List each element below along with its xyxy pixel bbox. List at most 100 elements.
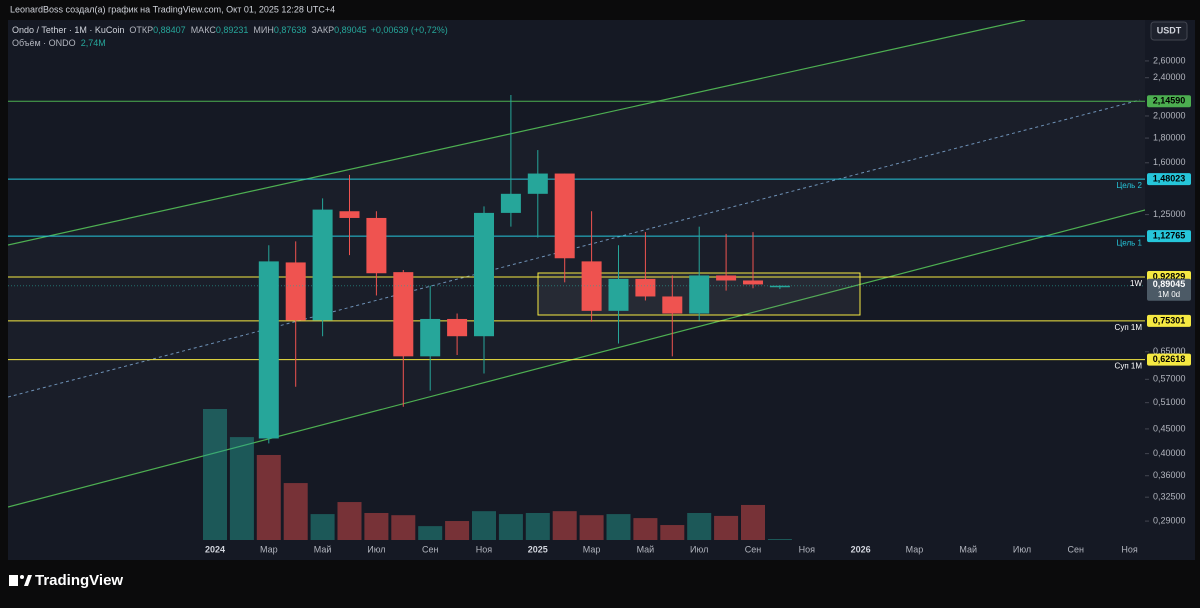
logo-dot — [20, 575, 24, 579]
x-tick-label: Ноя — [1121, 544, 1138, 554]
x-tick-label: Июл — [1013, 544, 1031, 554]
y-tick-label: 1,80000 — [1153, 132, 1186, 142]
change: +0,00639 (+0,72%) — [371, 25, 448, 35]
y-tick-label: 2,40000 — [1153, 72, 1186, 82]
y-tick-label: 0,57000 — [1153, 374, 1186, 384]
candle-body — [393, 272, 414, 357]
candle-body — [339, 211, 360, 218]
x-tick-label: Май — [637, 544, 655, 554]
ohlc-value: 0,87638 — [274, 25, 307, 35]
candle-body — [743, 280, 763, 285]
volume-bar — [660, 525, 685, 540]
x-tick-label: Май — [959, 544, 977, 554]
candle-body — [420, 318, 441, 357]
candle-body — [312, 209, 333, 321]
level-note: 1W — [1130, 279, 1142, 288]
channel-top — [8, 20, 1026, 246]
volume-bar — [283, 483, 308, 540]
level-note: Цель 2 — [1116, 181, 1142, 190]
currency-box — [1150, 21, 1188, 41]
volume-bar — [525, 512, 550, 540]
ohlc-value: 0,89231 — [216, 25, 249, 35]
volume-bar — [767, 539, 792, 540]
level-label: 1,48023 — [1153, 173, 1186, 183]
candle-body — [285, 262, 306, 321]
x-tick-label: Июл — [367, 544, 385, 554]
candle-body — [716, 275, 737, 281]
x-tick-label: Май — [314, 544, 332, 554]
x-tick-label: Ноя — [476, 544, 493, 554]
y-tick-label: 2,00000 — [1153, 110, 1186, 120]
level-note: Суп 1М — [1115, 323, 1143, 332]
last-price-label: 0,89045 — [1153, 279, 1186, 289]
level-label: 0,75301 — [1153, 315, 1186, 325]
level-note: Суп 1М — [1115, 362, 1143, 371]
y-tick-label: 0,51000 — [1153, 397, 1186, 407]
logo-slash — [24, 575, 32, 586]
y-tick-label: 0,65000 — [1153, 346, 1186, 356]
volume-bar — [310, 514, 335, 540]
x-tick-label: Сен — [745, 544, 762, 554]
volume-bar — [687, 512, 712, 540]
level-badge — [1147, 95, 1191, 108]
candle-body — [769, 285, 790, 288]
volume-bar — [472, 511, 496, 540]
volume-legend: Объём · ONDO 2,74M — [12, 38, 106, 48]
logo: TradingView — [9, 572, 123, 589]
level-label: 0,62618 — [1153, 354, 1186, 364]
ohlc-label: МАКС — [191, 25, 217, 35]
ohlc-label: МИН — [253, 25, 273, 35]
candle-body — [689, 275, 710, 314]
x-tick-label: Мар — [583, 544, 601, 554]
credit: LeonardBoss создал(а) график на TradingV… — [10, 4, 335, 14]
y-tick-label: 1,60000 — [1153, 157, 1186, 167]
axes: 2,60000 2,40000 2,00000 1,80000 1,60000 1,250… — [205, 55, 1191, 554]
candle-body — [258, 261, 279, 439]
candle-body — [635, 278, 656, 297]
x-tick-label: Июл — [690, 544, 708, 554]
volume-bar — [579, 515, 604, 540]
volume-bar — [229, 437, 254, 540]
level-badge — [1147, 353, 1191, 366]
candle-body — [366, 217, 387, 274]
candle-body — [474, 212, 494, 337]
x-tick-label: Мар — [906, 544, 924, 554]
candle-body — [500, 193, 521, 213]
y-tick-label: 0,45000 — [1153, 423, 1186, 433]
volume-bar — [606, 514, 631, 540]
ohlc-label: ЗАКР — [311, 25, 334, 35]
x-tick-label: Мар — [260, 544, 278, 554]
x-tick-label: Сен — [1068, 544, 1085, 554]
ohlc-label: ОТКР — [129, 25, 153, 35]
candle-body — [662, 296, 683, 314]
y-tick-label: 1,25000 — [1153, 209, 1186, 219]
plot-bg — [8, 20, 1145, 540]
level-badge — [1147, 173, 1191, 186]
level-badge — [1147, 230, 1191, 243]
symbol-legend: Ondo / Tether · 1M · KuCoin ОТКР0,88407 МА… — [12, 25, 448, 35]
volume-bar — [552, 511, 577, 540]
x-tick-label: 2025 — [528, 544, 548, 554]
volume-bar — [741, 504, 765, 540]
ohlc-value: 0,89045 — [334, 25, 367, 35]
level-badge — [1147, 314, 1191, 327]
x-tick-label: 2026 — [851, 544, 871, 554]
time-axis-bg — [8, 540, 1145, 560]
level-label: 1,12765 — [1153, 231, 1186, 241]
ohlc-value: 0,88407 — [153, 25, 186, 35]
currency: USDT — [1157, 25, 1182, 35]
volume-bar — [445, 521, 470, 540]
marks — [8, 95, 1145, 540]
x-tick-label: Ноя — [799, 544, 816, 554]
x-tick-label: 2024 — [205, 544, 225, 554]
y-tick-label: 0,36000 — [1153, 470, 1186, 480]
volume-bar — [256, 454, 281, 540]
y-tick-label: 0,32500 — [1153, 492, 1186, 502]
y-tick-label: 0,29000 — [1153, 515, 1186, 525]
channel-bottom — [8, 209, 1145, 508]
candle-body — [581, 261, 602, 311]
y-tick-label: 2,60000 — [1153, 55, 1186, 65]
volume-bar — [337, 502, 362, 540]
